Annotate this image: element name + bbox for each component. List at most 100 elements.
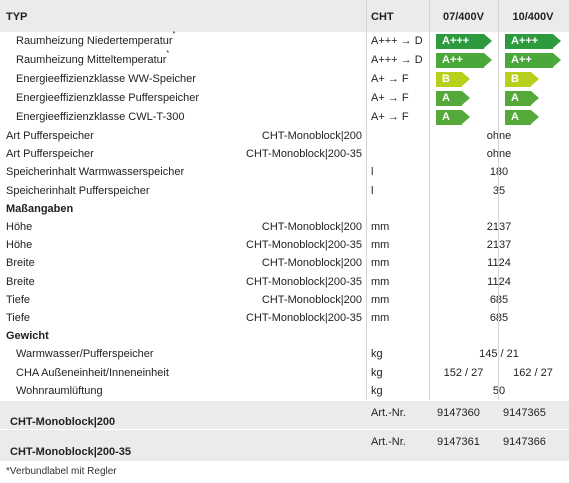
spec-model: CHT-Monoblock|200 [261, 257, 362, 270]
article-number-10: 9147366 [503, 436, 546, 448]
spec-label: Warmwasser/Pufferspeicher [16, 348, 154, 361]
article-label: Art.-Nr. [371, 407, 406, 419]
article-row: CHT-Monoblock|200-35 Art.-Nr. 9147361 91473… [0, 430, 569, 461]
energy-range: A+ → F [371, 111, 409, 123]
spec-row: CHA Außeneinheit/Inneneinheit kg 152 / 27 1… [0, 364, 569, 382]
spec-label: Höhe [6, 221, 33, 233]
energy-row: Energieeffizienzklasse CWL-T-300 A+ → F A A [0, 108, 569, 127]
section-row: Maßangaben [0, 200, 569, 218]
spec-label: Speicherinhalt Pufferspeicher [6, 184, 150, 197]
spec-value: 1124 [487, 257, 511, 270]
article-divider [0, 429, 569, 430]
spec-row: Breite CHT-Monoblock|200-35 mm 1124 [0, 273, 569, 291]
spec-unit: kg [371, 384, 383, 397]
spec-label: Speicherinhalt Warmwasserspeicher [6, 166, 185, 179]
spec-value-10: 162 / 27 [513, 366, 553, 379]
section-row: Gewicht [0, 327, 569, 345]
spec-label: Tiefe [6, 293, 31, 306]
spec-row: Breite CHT-Monoblock|200 mm 1124 [0, 254, 569, 272]
spec-value: 1124 [487, 275, 511, 288]
spec-label: Art Pufferspeicher [6, 148, 94, 161]
spec-value: ohne [430, 145, 568, 163]
footnote-star: * [172, 31, 176, 38]
spec-label: Art Pufferspeicher [6, 130, 94, 142]
spec-row: Speicherinhalt Warmwasserspeicher l 180 [0, 163, 569, 181]
article-number-07: 9147361 [437, 436, 480, 448]
spec-value: 50 [492, 384, 506, 397]
spec-value: 2137 [430, 236, 568, 254]
spec-unit: mm [371, 312, 390, 324]
energy-class-badge: A [505, 91, 539, 106]
spec-row: Tiefe CHT-Monoblock|200 mm 685 [0, 291, 569, 309]
spec-model: CHT-Monoblock|200-35 [246, 312, 362, 324]
article-row: CHT-Monoblock|200 Art.-Nr. 9147360 9147365 [0, 401, 569, 429]
energy-class-badge: A [505, 110, 539, 125]
spec-label: Wohnraumlüftung [16, 384, 103, 397]
spec-row: Warmwasser/Pufferspeicher kg 145 / 21 [0, 345, 569, 363]
energy-range: A+ → F [371, 73, 409, 85]
energy-label: Raumheizung Mitteltemperatur* [16, 50, 170, 66]
spec-model: CHT-Monoblock|200 [261, 293, 362, 306]
section-title: Maßangaben [6, 202, 74, 215]
table-header: TYP CHT 07/400V 10/400V [0, 0, 569, 32]
spec-row: Tiefe CHT-Monoblock|200-35 mm 685 [0, 309, 569, 327]
spec-value: 180 [430, 163, 568, 181]
column-divider [366, 0, 367, 400]
section-title: Gewicht [6, 330, 49, 343]
footnote: *Verbundlabel mit Regler [6, 466, 117, 477]
spec-unit: mm [371, 275, 390, 288]
spec-unit: mm [371, 293, 390, 306]
header-cht: CHT [371, 11, 394, 23]
spec-value: 685 [430, 309, 568, 327]
header-07-400v: 07/400V [443, 11, 484, 23]
energy-label: Energieeffizienzklasse CWL-T-300 [16, 111, 185, 123]
energy-row: Raumheizung Niedertemperatur* A+++ → D A++… [0, 31, 569, 51]
energy-class-badge: A [436, 91, 470, 106]
spec-model: CHT-Monoblock|200 [261, 221, 362, 233]
header-10-400v: 10/400V [512, 11, 554, 23]
spec-unit: mm [371, 239, 390, 252]
spec-label: Tiefe [6, 312, 31, 324]
energy-class-badge: B [436, 72, 470, 87]
spec-model: CHT-Monoblock|200-35 [246, 239, 362, 252]
spec-label: Breite [6, 275, 35, 288]
column-divider [429, 0, 430, 400]
spec-value: ohne [430, 127, 568, 145]
spec-row: Wohnraumlüftung kg 50 [0, 382, 569, 400]
energy-class-badge: A+++ [505, 34, 561, 49]
energy-label: Energieeffizienzklasse WW-Speicher [16, 73, 196, 85]
energy-label: Raumheizung Niedertemperatur* [16, 31, 176, 47]
spec-label: Breite [6, 257, 35, 270]
spec-label: Höhe [6, 239, 33, 252]
header-typ: TYP [6, 11, 28, 23]
footnote-star: * [166, 50, 170, 57]
spec-unit: kg [371, 366, 383, 379]
column-divider [498, 0, 499, 400]
spec-unit: l [371, 184, 374, 197]
spec-unit: mm [371, 221, 390, 233]
spec-model: CHT-Monoblock|200-35 [246, 275, 362, 288]
spec-row: Höhe CHT-Monoblock|200-35 mm 2137 [0, 236, 569, 254]
spec-value: 685 [430, 291, 568, 309]
energy-class-badge: A+++ [436, 34, 492, 49]
spec-value: 2137 [430, 218, 568, 236]
article-number-10: 9147365 [503, 407, 546, 419]
spec-value: 35 [492, 184, 506, 197]
energy-row: Energieeffizienzklasse WW-Speicher A+ → F… [0, 70, 569, 89]
article-model: CHT-Monoblock|200-35 [10, 446, 132, 458]
energy-class-badge: A [436, 110, 470, 125]
spec-row: Höhe CHT-Monoblock|200 mm 2137 [0, 218, 569, 236]
energy-class-badge: A++ [436, 53, 492, 68]
article-number-07: 9147360 [437, 407, 480, 419]
energy-range: A+++ → D [371, 35, 423, 47]
energy-class-badge: B [505, 72, 539, 87]
spec-row: Art Pufferspeicher CHT-Monoblock|200-35 oh… [0, 145, 569, 163]
spec-unit: l [371, 166, 374, 179]
spec-unit: kg [371, 348, 383, 361]
energy-range: A+ → F [371, 92, 409, 104]
spec-unit: mm [371, 257, 390, 270]
spec-label: CHA Außeneinheit/Inneneinheit [16, 366, 169, 379]
energy-label: Energieeffizienzklasse Pufferspeicher [16, 92, 200, 104]
energy-class-badge: A++ [505, 53, 561, 68]
energy-range: A+++ → D [371, 54, 423, 66]
